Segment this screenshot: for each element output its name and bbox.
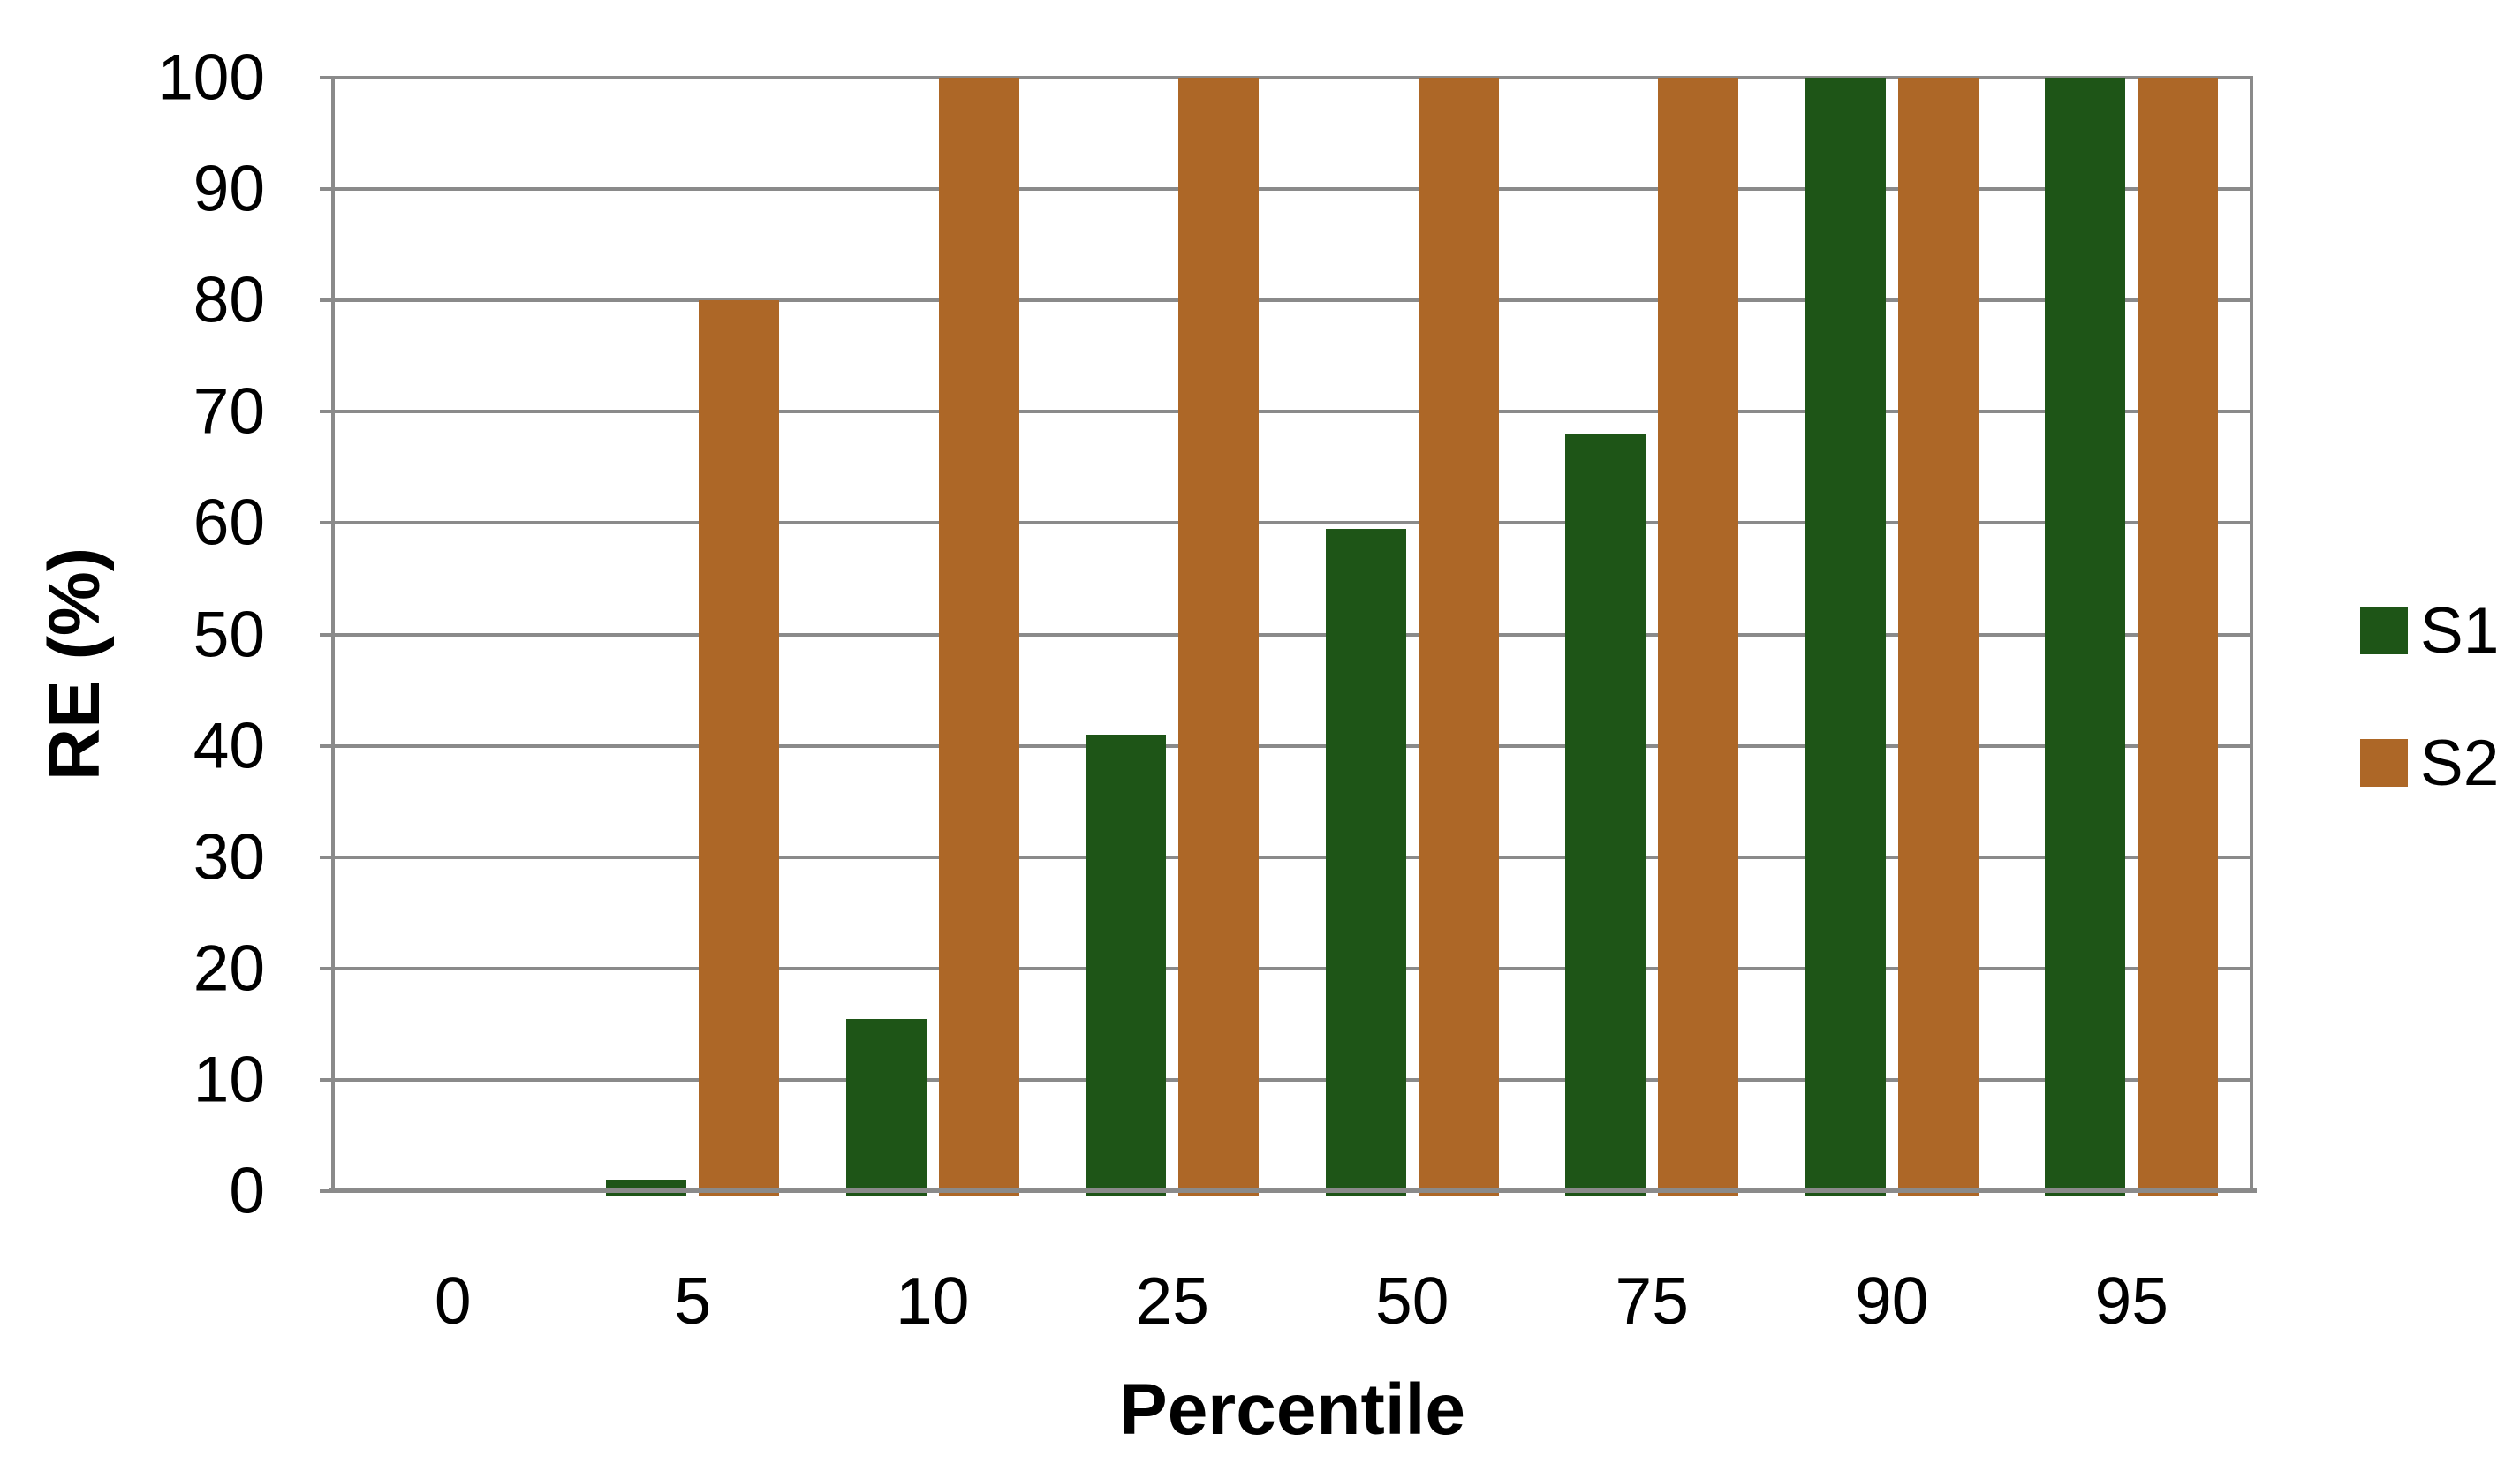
x-tick-label-5: 5 (674, 1264, 712, 1338)
bar-s2-percentile-50 (1418, 78, 1499, 1196)
bar-s1-percentile-10 (845, 1018, 927, 1196)
x-tick-label-95: 95 (2094, 1264, 2168, 1338)
gridline-y-90 (333, 187, 2251, 192)
bar-s2-percentile-25 (1178, 78, 1260, 1196)
gridline-y-100 (333, 76, 2251, 79)
bar-s2-percentile-75 (1658, 78, 1739, 1196)
gridline-y-40 (333, 743, 2251, 748)
y-tick-mark-40 (320, 743, 333, 748)
bar-s2-percentile-90 (1897, 78, 1979, 1196)
bar-s2-percentile-5 (699, 300, 780, 1196)
y-axis-line (331, 76, 335, 1193)
y-tick-mark-90 (320, 187, 333, 192)
y-tick-mark-60 (320, 521, 333, 525)
y-tick-label-90: 90 (193, 153, 265, 225)
plot-right-border (2250, 76, 2253, 1193)
x-axis-title: Percentile (1119, 1370, 1465, 1450)
y-tick-mark-100 (320, 76, 333, 79)
gridline-y-10 (333, 1077, 2251, 1082)
legend-swatch-s2 (2360, 739, 2408, 787)
bar-s1-percentile-25 (1086, 735, 1167, 1196)
y-tick-label-60: 60 (193, 487, 265, 559)
legend-label-s1: S1 (2420, 594, 2500, 667)
y-tick-mark-70 (320, 410, 333, 414)
y-tick-mark-10 (320, 1077, 333, 1082)
y-tick-mark-80 (320, 298, 333, 303)
y-tick-mark-20 (320, 966, 333, 970)
gridline-y-70 (333, 410, 2251, 414)
gridline-y-80 (333, 298, 2251, 303)
y-tick-label-0: 0 (229, 1155, 265, 1227)
x-tick-label-90: 90 (1855, 1264, 1929, 1338)
chart-legend: S1 S2 (2360, 599, 2499, 872)
gridline-y-30 (333, 855, 2251, 859)
legend-label-s2: S2 (2420, 727, 2500, 799)
y-tick-label-100: 100 (157, 42, 265, 114)
y-tick-mark-50 (320, 632, 333, 637)
legend-swatch-s1 (2360, 607, 2408, 654)
bar-s1-percentile-50 (1325, 528, 1406, 1196)
y-tick-mark-30 (320, 855, 333, 859)
gridline-y-50 (333, 632, 2251, 637)
x-tick-label-25: 25 (1135, 1264, 1209, 1338)
y-tick-label-20: 20 (193, 932, 265, 1005)
y-tick-label-40: 40 (193, 710, 265, 782)
bar-s2-percentile-10 (938, 78, 1019, 1196)
gridline-y-20 (333, 966, 2251, 970)
y-tick-label-10: 10 (193, 1044, 265, 1116)
y-tick-label-50: 50 (193, 599, 265, 670)
bar-s1-percentile-75 (1565, 434, 1646, 1196)
x-tick-label-50: 50 (1375, 1264, 1449, 1338)
legend-item-s2: S2 (2360, 731, 2499, 796)
x-tick-label-75: 75 (1615, 1264, 1689, 1338)
x-axis-line (329, 1188, 2257, 1193)
legend-item-s1: S1 (2360, 599, 2499, 663)
bar-s1-percentile-95 (2045, 78, 2126, 1196)
y-tick-label-30: 30 (193, 821, 265, 894)
y-tick-mark-0 (320, 1189, 333, 1193)
y-tick-label-70: 70 (193, 375, 265, 448)
plot-area (320, 76, 2257, 1196)
y-tick-label-80: 80 (193, 264, 265, 336)
x-tick-label-10: 10 (896, 1264, 970, 1338)
bar-s2-percentile-95 (2138, 78, 2219, 1196)
gridline-y-60 (333, 521, 2251, 525)
bar-s1-percentile-90 (1805, 78, 1886, 1196)
x-axis-tick-labels: 0 5 10 25 50 75 90 95 (333, 1268, 2251, 1365)
y-axis-tick-labels: 0 10 20 30 40 50 60 70 80 90 100 (0, 46, 265, 1224)
x-tick-label-0: 0 (434, 1264, 472, 1338)
